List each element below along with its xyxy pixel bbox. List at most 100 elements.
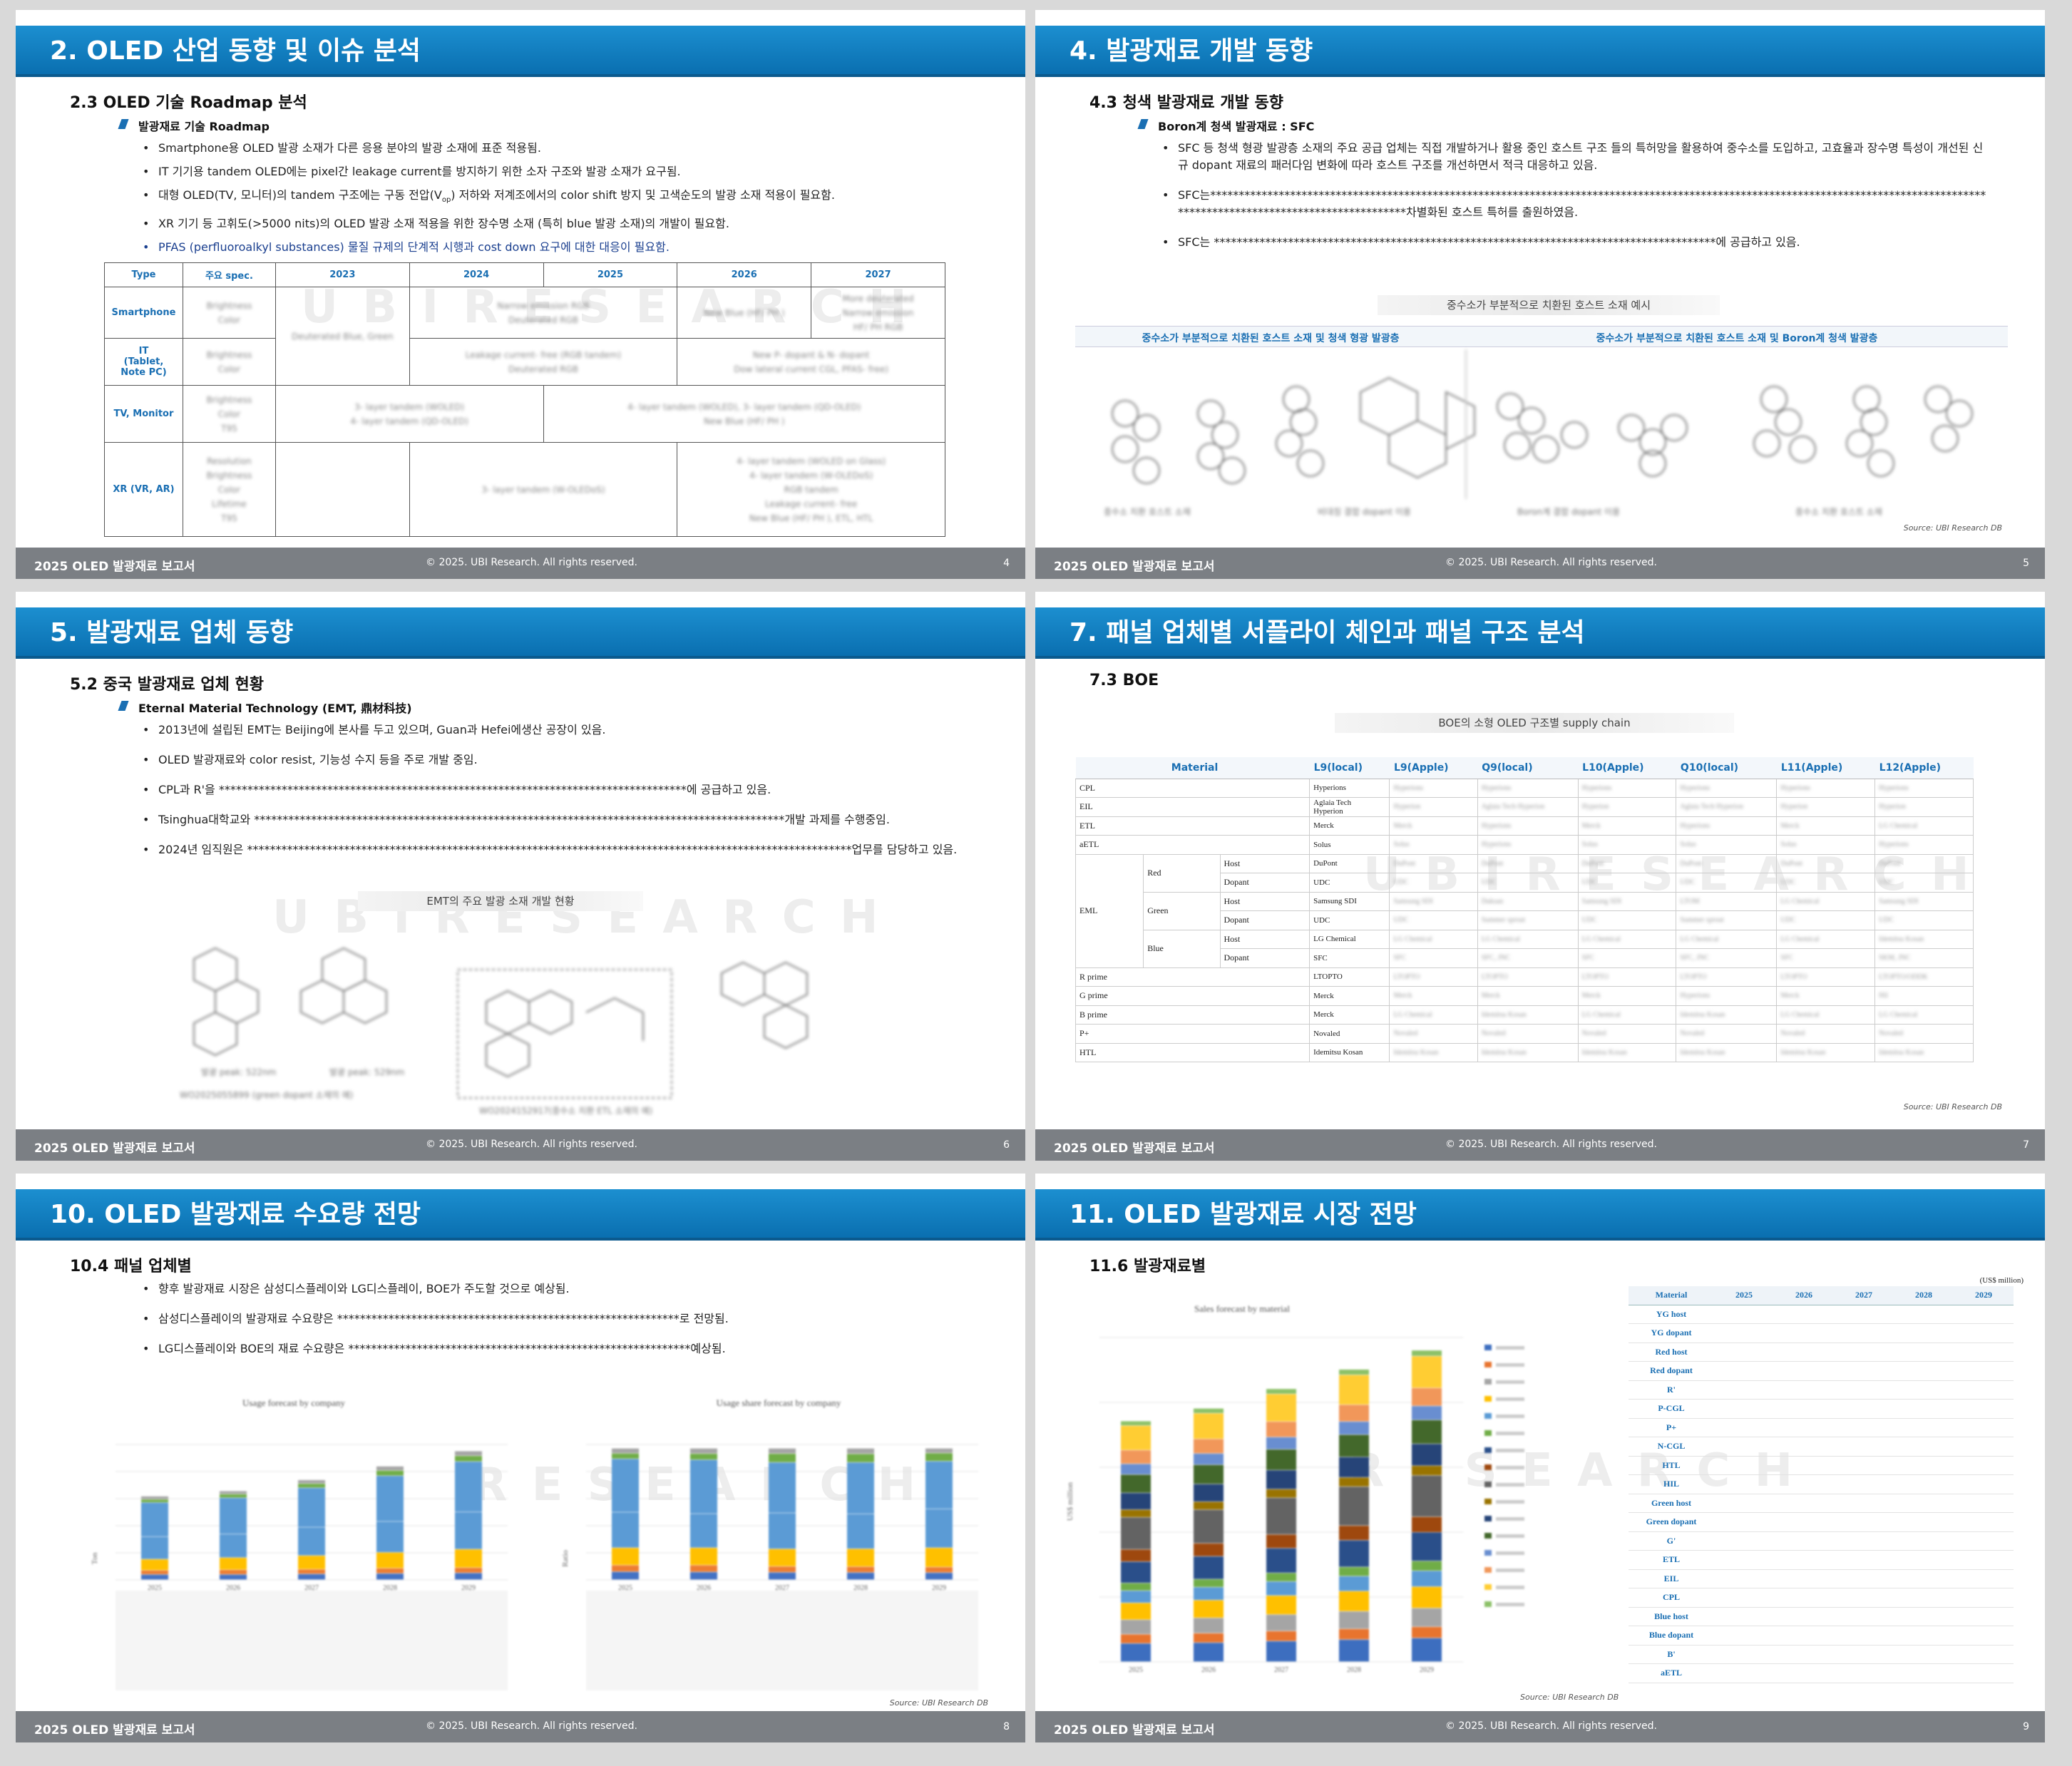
slide-market-forecast: 11. OLED 발광재료 시장 전망 11.6 발광재료별 R E S E A… <box>1035 1174 2045 1742</box>
table-cell: Idemitsu Kosan <box>1874 929 1974 949</box>
table-row: HIL <box>1629 1474 2014 1494</box>
table-cell: DuPont <box>1477 853 1579 873</box>
x-tick-label: 2029 <box>932 1584 946 1592</box>
bullet-item: LG디스플레이와 BOE의 재료 수요량은 ******************… <box>143 1340 729 1357</box>
table-cell-blurred <box>1894 1531 1954 1551</box>
table-row: P-CGL <box>1629 1399 2014 1419</box>
table-cell: Hyperion <box>1874 797 1974 817</box>
table-cell-blurred <box>1714 1645 1774 1664</box>
data-table-area <box>116 1591 508 1690</box>
table-cell-blurred <box>1954 1626 2014 1646</box>
bar-segment <box>847 1514 874 1549</box>
x-tick-label: 2025 <box>148 1584 162 1592</box>
table-cell-blurred <box>1954 1361 2014 1381</box>
table-cell: SFC <box>1389 948 1478 968</box>
table-cell-blurred <box>1954 1645 2014 1664</box>
bar-segment <box>1121 1464 1151 1474</box>
table-body: YG host YG dopant Red host Red dopant R' P-CG… <box>1629 1305 2014 1683</box>
material-name: R' <box>1629 1380 1714 1400</box>
table-cell: DuPont <box>1776 853 1876 873</box>
table-cell: DuPont <box>1577 853 1677 873</box>
bar-segment <box>1194 1600 1224 1618</box>
table-cell: SFC <box>1776 948 1876 968</box>
bullet-item: 대형 OLED(TV, 모니터)의 tandem 구조에는 구동 전압(Vop)… <box>143 187 835 209</box>
table-cell: UDC <box>1389 910 1478 930</box>
bar-segment <box>141 1559 168 1571</box>
table-cell-blurred <box>1834 1399 1894 1419</box>
table-header-row: Material L9(local) L9(Apple) Q9(local) L… <box>1075 757 1974 779</box>
table-cell: Idemitsu Kosan <box>1676 1042 1778 1062</box>
bar-segment <box>1266 1394 1296 1422</box>
table-cell-blurred <box>1834 1588 1894 1608</box>
table-cell: Dopant <box>1219 948 1311 968</box>
material-name: Red dopant <box>1629 1361 1714 1381</box>
bar-segment <box>1339 1477 1369 1487</box>
footer: 2025 OLED 발광재료 보고서 © 2025. UBI Research.… <box>16 548 1025 579</box>
table-cell: Summer sprout <box>1477 910 1579 930</box>
table-cell-blurred <box>1774 1474 1834 1494</box>
chart-title: Usage forecast by company <box>242 1397 346 1408</box>
table-row: G' <box>1629 1531 2014 1551</box>
material-name: P-CGL <box>1629 1399 1714 1419</box>
unit-label: (US$ million) <box>1979 1276 2024 1285</box>
table-cell: Novaled <box>1389 1024 1478 1044</box>
table-row: Dopant SFC SFC SFC, JNC SFC SFC, JNC SFC SKM, J… <box>1076 948 1974 968</box>
bar-segment <box>376 1466 404 1471</box>
table-cell: Blue <box>1143 929 1221 968</box>
table-cell-blurred <box>1714 1437 1774 1457</box>
bar-segment <box>455 1451 482 1456</box>
footer-copyright: © 2025. UBI Research. All rights reserve… <box>426 1139 637 1150</box>
footer-copyright: © 2025. UBI Research. All rights reserve… <box>1445 557 1657 568</box>
table-cell: LG Chemical <box>1309 929 1390 949</box>
table-cell: LTOPTO <box>1389 967 1478 987</box>
table-cell-blurred <box>1954 1607 2014 1626</box>
table-cell-blurred <box>1774 1323 1834 1343</box>
row-head: IT (Tablet, Note PC) <box>104 338 183 386</box>
bar-segment <box>1339 1540 1369 1567</box>
bar-segment <box>455 1456 482 1462</box>
table-cell-blurred <box>1714 1550 1774 1570</box>
bar-segment <box>455 1568 482 1573</box>
cell: New P- dopant & N- dopant Dow lateral cu… <box>677 338 945 386</box>
th-line: L11(Apple) <box>1776 757 1875 779</box>
table-cell: Hyperion <box>1389 797 1478 817</box>
table-cell-blurred <box>1774 1569 1834 1588</box>
molecule-label: WO2025055899 (green dopant 소재의 예) <box>180 1090 353 1100</box>
bar-segment <box>298 1488 325 1527</box>
bar-segment <box>1339 1405 1369 1422</box>
legend-swatch <box>1484 1550 1492 1556</box>
table-row: Blue Host LG Chemical LG Chemical LG Chemica… <box>1076 929 1974 968</box>
table-cell-blurred <box>1834 1323 1894 1343</box>
bar-segment <box>298 1527 325 1556</box>
molecule-label: 중수소 치환 호스트 소재 <box>1104 507 1191 517</box>
bar-group: 2025 2026 2027 2028 2029 <box>586 1444 978 1592</box>
bar-segment <box>1266 1489 1296 1498</box>
x-tick-label: 2028 <box>853 1584 868 1592</box>
material-name: HIL <box>1629 1474 1714 1494</box>
table-cell: LG Chemical <box>1776 1005 1876 1025</box>
molecule-label: 발광 peak: 522nm <box>201 1067 276 1077</box>
bar-segment <box>1412 1532 1442 1561</box>
table-cell: Hyperions <box>1676 778 1778 798</box>
table-cell-blurred <box>1714 1663 1774 1683</box>
table-cell-blurred <box>1834 1380 1894 1400</box>
cell: Brightness Color <box>182 338 276 386</box>
table-cell-blurred <box>1774 1512 1834 1532</box>
x-tick-label: 2028 <box>383 1584 397 1592</box>
bullet-item: 2013년에 설립된 EMT는 Beijing에 본사를 두고 있으며, Gua… <box>143 722 957 739</box>
table-cell: Summer sprout <box>1676 910 1778 930</box>
bar-segment <box>376 1568 404 1574</box>
bar-segment <box>141 1536 168 1559</box>
bar-segment <box>1194 1587 1224 1601</box>
bar-segment <box>1194 1579 1224 1587</box>
table-cell: LG Chemical <box>1874 1005 1974 1025</box>
table-cell: LG Chemical <box>1577 1005 1677 1025</box>
legend-label-blurred <box>1496 1586 1524 1589</box>
table-cell: DuPont <box>1309 853 1390 873</box>
table-cell-blurred <box>1834 1361 1894 1381</box>
table-cell: UDC <box>1776 873 1876 893</box>
material-name: Green host <box>1629 1494 1714 1513</box>
figure-caption: 중수소가 부분적으로 치환된 호스트 소재 예시 <box>1378 295 1720 315</box>
th-2027: 2027 <box>811 262 945 287</box>
bar-segment <box>769 1572 796 1580</box>
